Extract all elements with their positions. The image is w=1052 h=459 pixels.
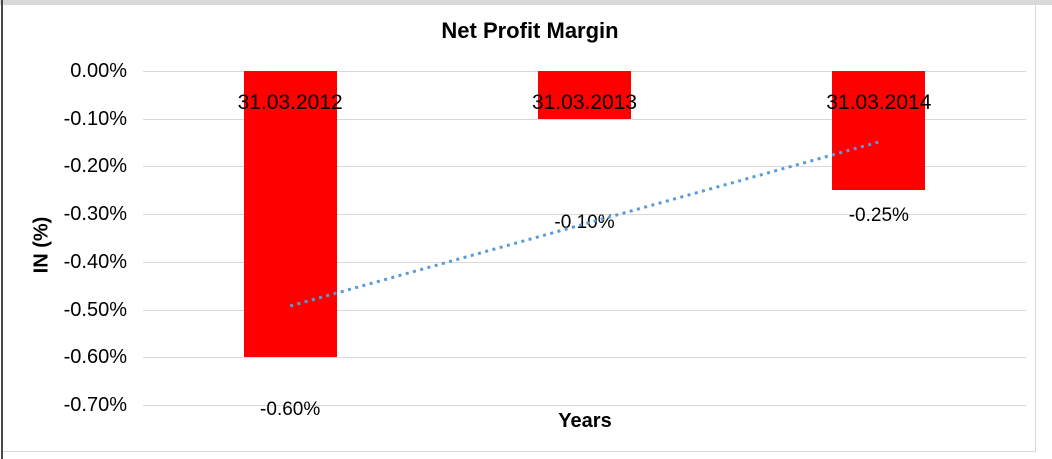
gridline: [143, 404, 1026, 406]
chart-title: Net Profit Margin: [441, 18, 619, 43]
y-tick-label: -0.10%: [63, 107, 127, 130]
x-axis-title: Years: [558, 410, 612, 432]
value-label: -0.25%: [848, 205, 909, 226]
chart-frame-left: [1, 0, 3, 459]
chart-frame-bottom: [3, 451, 1036, 452]
chart-frame-right: [1035, 5, 1036, 452]
y-tick-label: -0.60%: [63, 346, 127, 369]
value-label: -0.60%: [260, 399, 321, 420]
y-tick-label: -0.40%: [63, 250, 127, 273]
bar: [538, 71, 631, 119]
y-tick-label: -0.70%: [63, 393, 127, 416]
gridline: [143, 357, 1026, 359]
bar: [832, 71, 926, 191]
y-tick-label: -0.20%: [63, 155, 127, 178]
category-label: 31.03.2012: [237, 91, 343, 114]
category-label: 31.03.2014: [826, 91, 932, 114]
category-label: 31.03.2013: [531, 91, 638, 114]
chart-frame-top: [0, 0, 1052, 5]
y-tick-label: 0.00%: [70, 60, 127, 82]
y-tick-label: -0.50%: [63, 298, 127, 321]
gridline: [143, 118, 1026, 120]
y-tick-label: -0.30%: [63, 203, 127, 226]
value-label: -0.10%: [554, 212, 615, 233]
gridline: [143, 309, 1026, 311]
